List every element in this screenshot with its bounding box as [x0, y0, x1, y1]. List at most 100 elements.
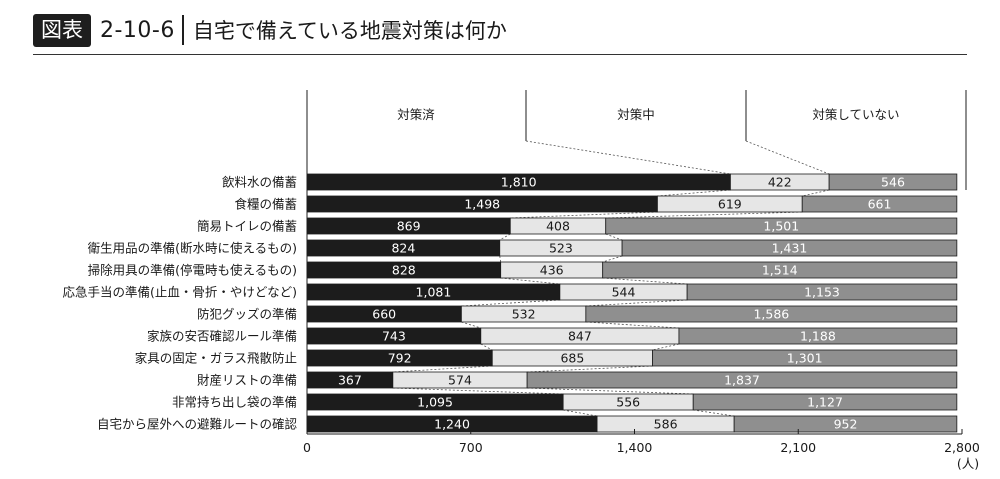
connector-line — [652, 343, 680, 351]
x-unit-label: (人) — [957, 456, 979, 471]
category-label: 自宅から屋外への避難ルートの確認 — [97, 417, 298, 432]
connector-line — [499, 255, 502, 263]
data-label: 1,837 — [724, 373, 760, 388]
connector-line — [585, 299, 688, 307]
bar-segment — [602, 261, 958, 279]
legend-entry: 対策していない — [812, 107, 899, 122]
connector-line — [605, 233, 623, 241]
data-label: 1,153 — [804, 285, 840, 300]
data-label: 869 — [397, 219, 421, 234]
connector-line — [693, 409, 735, 417]
connector-lines — [392, 189, 830, 417]
data-label: 556 — [616, 395, 640, 410]
category-label: 非常持ち出し袋の準備 — [172, 395, 297, 410]
data-label: 952 — [834, 417, 858, 432]
data-label: 574 — [448, 373, 472, 388]
bar-segment — [621, 239, 958, 257]
category-label: 食糧の備蓄 — [234, 197, 297, 212]
data-label: 544 — [612, 285, 636, 300]
x-tick-label: 0 — [303, 440, 311, 455]
connector-line — [392, 387, 564, 395]
category-label: 簡易トイレの備蓄 — [197, 219, 297, 234]
x-tick-label: 2,100 — [780, 440, 816, 455]
bar-segment — [585, 305, 958, 323]
x-tick-label: 700 — [459, 440, 483, 455]
data-label: 422 — [768, 175, 792, 190]
data-label: 661 — [868, 197, 892, 212]
connector-line — [461, 299, 560, 307]
legend-connector — [525, 140, 731, 175]
connector-line — [563, 409, 598, 417]
connector-line — [510, 211, 658, 219]
connector-line — [602, 277, 688, 285]
category-label: 家具の固定・ガラス飛散防止 — [135, 351, 297, 366]
category-label: 財産リストの準備 — [197, 373, 297, 388]
legend-entry: 対策中 — [617, 107, 655, 122]
x-axis: 0 700 1,400 2,100 2,800(人) — [303, 90, 980, 471]
figure-number: 2-10-6 — [100, 17, 175, 43]
legend-connector — [745, 140, 830, 175]
data-label: 586 — [654, 417, 678, 432]
bar-segment — [733, 415, 958, 433]
bar-segment — [686, 283, 958, 301]
bar-segment — [652, 349, 958, 367]
bar-segment — [605, 217, 958, 235]
connector-line — [499, 233, 511, 241]
x-tick-label: 1,400 — [617, 440, 653, 455]
connector-line — [802, 189, 830, 197]
data-label: 847 — [568, 329, 592, 344]
category-label: 飲料水の備蓄 — [222, 175, 297, 190]
data-label: 1,586 — [753, 307, 789, 322]
x-tick-label: 2,800 — [944, 440, 980, 455]
connector-line — [585, 321, 679, 329]
data-label: 824 — [391, 241, 415, 256]
category-label: 掃除用具の準備(停電時も使えるもの) — [88, 263, 297, 278]
category-label: 防犯グッズの準備 — [197, 307, 297, 322]
bar-segment — [526, 371, 958, 389]
connector-line — [461, 321, 481, 329]
data-label: 685 — [560, 351, 584, 366]
connector-line — [602, 255, 623, 263]
category-label: 衛生用品の準備(断水時に使えるもの) — [88, 241, 297, 256]
data-label: 532 — [512, 307, 536, 322]
data-label: 436 — [540, 263, 564, 278]
category-label: 応急手当の準備(止血・骨折・やけどなど) — [62, 285, 297, 300]
data-label: 743 — [382, 329, 406, 344]
bar-segment — [678, 327, 958, 345]
data-label: 408 — [546, 219, 570, 234]
legend: 対策済 対策中 対策していない — [397, 90, 967, 190]
bar-segment — [801, 195, 958, 213]
data-label: 1,431 — [772, 241, 808, 256]
data-label: 1,810 — [501, 175, 537, 190]
data-label: 1,081 — [416, 285, 452, 300]
data-label: 546 — [881, 175, 905, 190]
bar-segment — [692, 393, 958, 411]
data-label: 1,301 — [787, 351, 823, 366]
bars: 1,810 422 546 1,498 619 661 869 408 1,501 824 523 1… — [306, 173, 958, 433]
data-label: 619 — [718, 197, 742, 212]
connector-line — [605, 211, 803, 219]
data-label: 1,498 — [464, 197, 500, 212]
header-divider — [181, 15, 184, 45]
connector-line — [500, 277, 560, 285]
data-label: 1,514 — [762, 263, 798, 278]
connector-line — [392, 365, 493, 373]
connector-line — [657, 189, 731, 197]
data-label: 1,240 — [434, 417, 470, 432]
figure-title: 自宅で備えている地震対策は何か — [192, 19, 507, 43]
connector-line — [527, 387, 694, 395]
data-label: 367 — [338, 373, 362, 388]
legend-entry: 対策済 — [397, 107, 435, 122]
connector-line — [527, 365, 653, 373]
data-label: 792 — [388, 351, 412, 366]
data-label: 1,127 — [807, 395, 843, 410]
data-label: 1,501 — [763, 219, 799, 234]
data-label: 828 — [392, 263, 416, 278]
category-label: 家族の安否確認ルール準備 — [147, 329, 297, 344]
connector-line — [480, 343, 493, 351]
figure-badge: 図表 — [33, 13, 91, 47]
data-label: 1,095 — [417, 395, 453, 410]
figure-header: 図表 2-10-6 自宅で備えている地震対策は何か — [33, 13, 507, 47]
bar-segment — [828, 173, 958, 191]
